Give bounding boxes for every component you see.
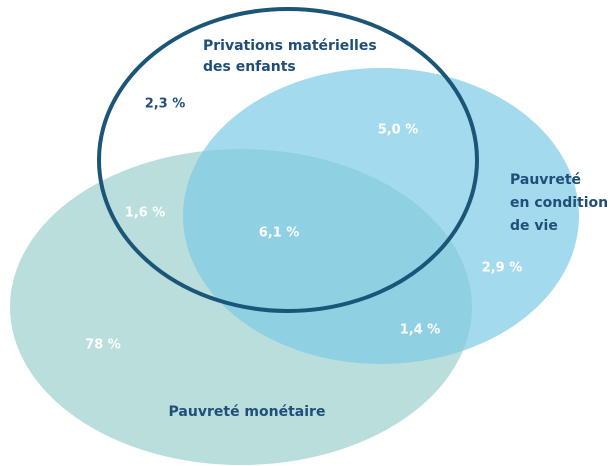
region-label: 2,3 % <box>145 97 186 112</box>
set-label: Pauvreté <box>510 172 581 188</box>
set-condition-de-vie <box>183 68 579 364</box>
region-label: 6,1 % <box>259 226 300 241</box>
set-label: des enfants <box>203 59 296 75</box>
set-label: en condition <box>510 195 608 211</box>
set-label: Pauvreté monétaire <box>169 404 326 420</box>
region-label: 78 % <box>85 338 121 353</box>
region-label: 2,9 % <box>482 261 523 276</box>
set-label: de vie <box>510 218 558 234</box>
region-label: 5,0 % <box>378 123 419 138</box>
region-label: 1,6 % <box>125 206 166 221</box>
set-label: Privations matérielles <box>203 38 377 54</box>
set-privations <box>97 7 479 313</box>
region-label: 1,4 % <box>400 323 441 338</box>
